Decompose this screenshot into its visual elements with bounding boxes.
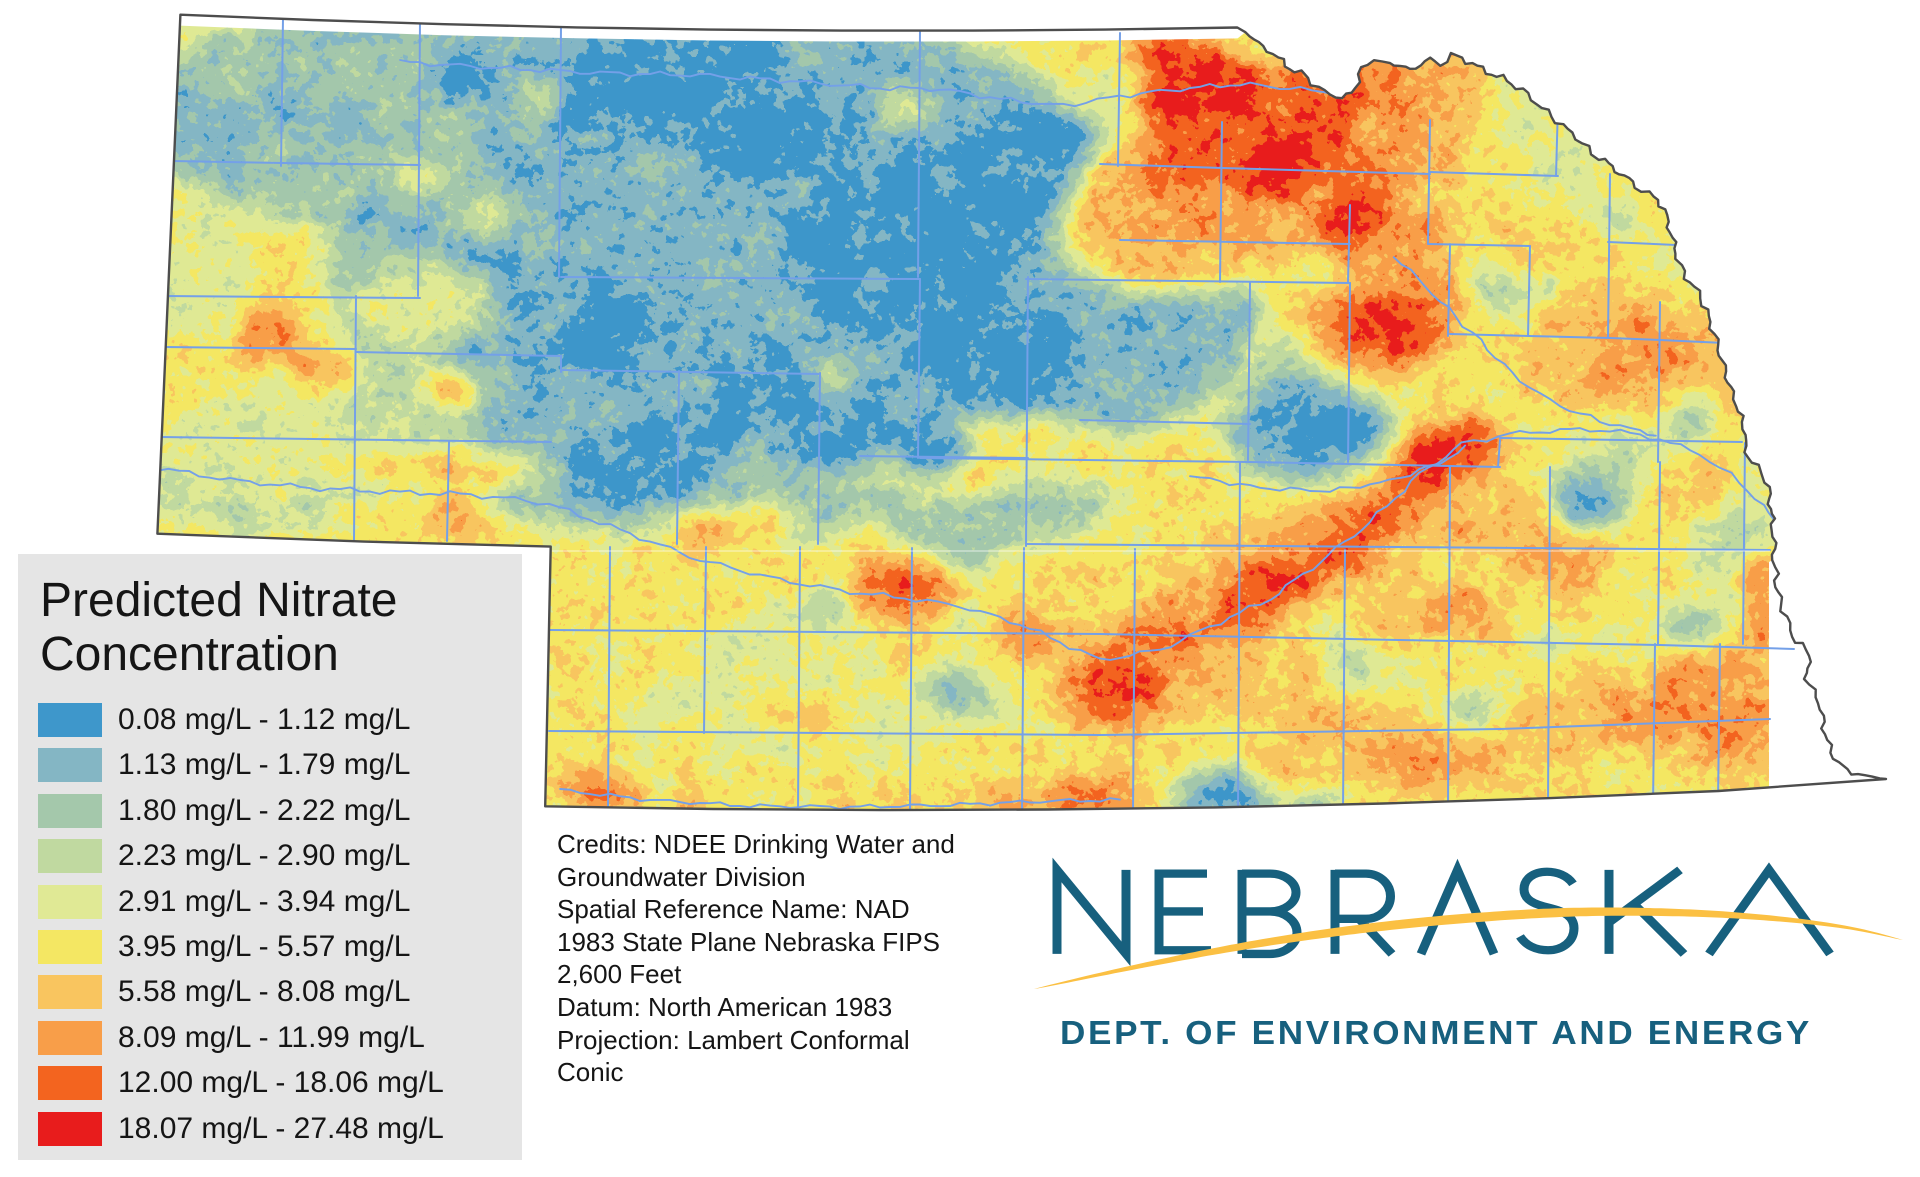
svg-text:DEPT. OF ENVIRONMENT AND ENERG: DEPT. OF ENVIRONMENT AND ENERGY [1060, 1014, 1812, 1051]
